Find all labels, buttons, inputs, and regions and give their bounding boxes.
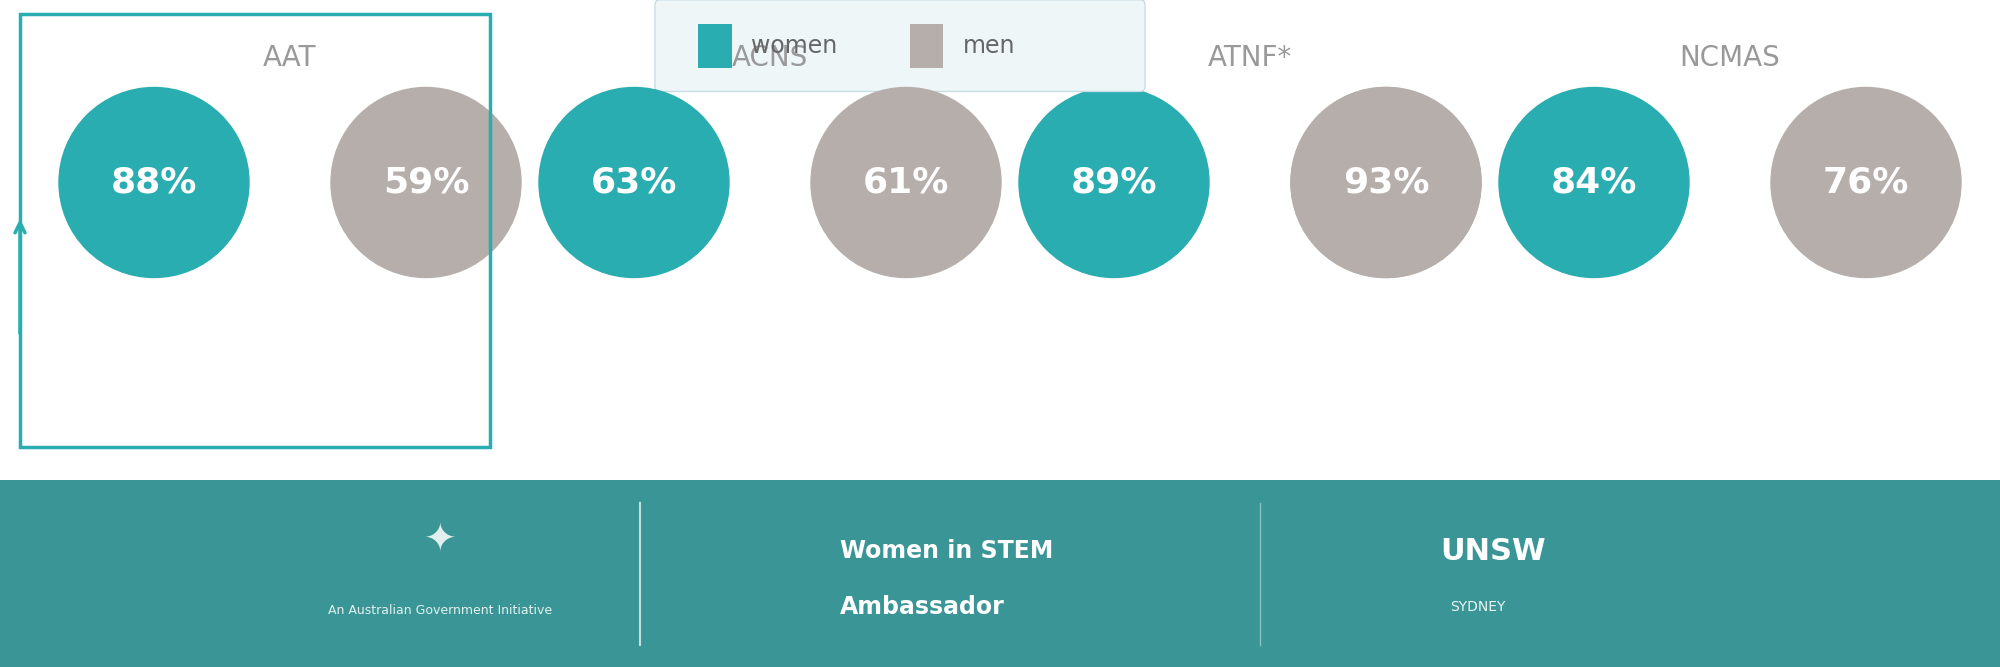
Text: ACNS: ACNS: [732, 43, 808, 71]
Circle shape: [58, 87, 248, 277]
Text: men: men: [962, 34, 1014, 58]
Circle shape: [1292, 87, 1480, 277]
Circle shape: [332, 87, 520, 277]
Text: SYDNEY: SYDNEY: [1450, 600, 1506, 614]
Text: 89%: 89%: [1070, 165, 1158, 199]
Text: An Australian Government Initiative: An Australian Government Initiative: [328, 604, 552, 618]
FancyBboxPatch shape: [656, 0, 1144, 91]
Text: Ambassador: Ambassador: [840, 595, 1004, 619]
Text: 59%: 59%: [382, 165, 470, 199]
Text: women: women: [752, 34, 838, 58]
Text: ATNF*: ATNF*: [1208, 43, 1292, 71]
Text: UNSW: UNSW: [1440, 537, 1546, 566]
Text: ✦: ✦: [424, 521, 456, 559]
Circle shape: [540, 87, 728, 277]
Circle shape: [1772, 87, 1960, 277]
Text: AAT: AAT: [264, 43, 316, 71]
Circle shape: [1292, 87, 1480, 277]
Text: 93%: 93%: [1342, 165, 1430, 199]
Bar: [698, 23, 732, 69]
Text: 84%: 84%: [1550, 165, 1638, 199]
Text: 76%: 76%: [1822, 165, 1910, 199]
Text: 61%: 61%: [862, 165, 950, 199]
Bar: [910, 23, 944, 69]
Text: 88%: 88%: [110, 165, 198, 199]
Text: Women in STEM: Women in STEM: [840, 539, 1054, 563]
Text: 63%: 63%: [590, 165, 678, 199]
Circle shape: [812, 87, 1002, 277]
Circle shape: [1020, 87, 1208, 277]
Circle shape: [1500, 87, 1690, 277]
Text: NCMAS: NCMAS: [1680, 43, 1780, 71]
